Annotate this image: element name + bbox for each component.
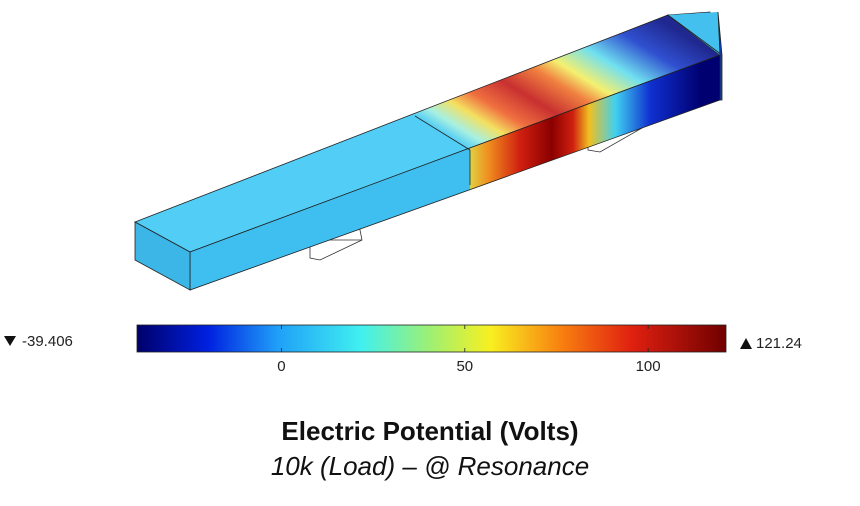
colorbar-scale (137, 325, 726, 352)
title: Electric Potential (Volts) (281, 416, 578, 446)
max-label: 121.24 (756, 335, 802, 352)
beam (135, 12, 722, 290)
min-arrow (4, 336, 16, 346)
min-label: -39.406 (22, 333, 73, 350)
tick-label: 0 (277, 358, 285, 375)
max-arrow (740, 338, 752, 349)
tick-label: 100 (636, 358, 661, 375)
figure: 0 50 100 -39.406 121.24 Electric Potential… (0, 0, 860, 506)
colorbar: 0 50 100 (137, 325, 726, 375)
tick-label: 50 (456, 358, 473, 375)
page: 0 50 100 -39.406 121.24 Electric Potential… (0, 0, 860, 506)
subtitle: 10k (Load) – @ Resonance (271, 451, 589, 481)
